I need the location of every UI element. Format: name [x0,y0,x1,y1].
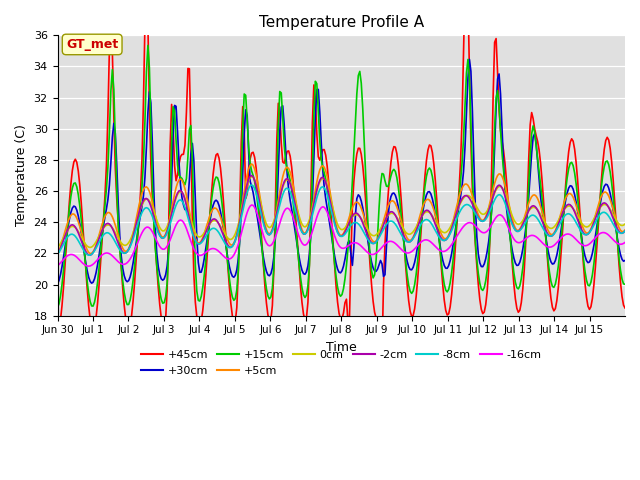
Y-axis label: Temperature (C): Temperature (C) [15,125,28,227]
Text: GT_met: GT_met [66,38,118,51]
Title: Temperature Profile A: Temperature Profile A [259,15,424,30]
X-axis label: Time: Time [326,341,356,354]
Legend: +45cm, +30cm, +15cm, +5cm, 0cm, -2cm, -8cm, -16cm: +45cm, +30cm, +15cm, +5cm, 0cm, -2cm, -8… [136,346,546,380]
